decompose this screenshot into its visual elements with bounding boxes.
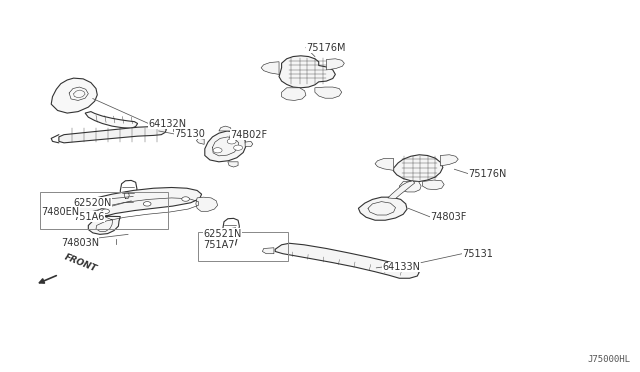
Text: 75131: 75131 xyxy=(462,249,493,259)
Polygon shape xyxy=(59,126,166,143)
Text: 62521N: 62521N xyxy=(204,229,242,238)
Circle shape xyxy=(143,202,151,206)
Text: 64132N: 64132N xyxy=(148,119,187,128)
Text: 74B02F: 74B02F xyxy=(230,130,268,140)
Polygon shape xyxy=(440,155,458,166)
Text: 751A7: 751A7 xyxy=(204,240,235,250)
Polygon shape xyxy=(422,180,444,190)
Polygon shape xyxy=(69,187,202,234)
Text: 64133N: 64133N xyxy=(382,262,420,272)
Polygon shape xyxy=(315,87,342,98)
Text: 74803F: 74803F xyxy=(430,212,467,222)
Polygon shape xyxy=(279,56,335,88)
Polygon shape xyxy=(245,141,253,147)
Polygon shape xyxy=(219,126,232,131)
Polygon shape xyxy=(196,138,204,144)
Polygon shape xyxy=(394,155,443,182)
Text: FRONT: FRONT xyxy=(63,252,98,273)
Text: 62520N: 62520N xyxy=(74,198,112,208)
Polygon shape xyxy=(85,112,138,128)
Polygon shape xyxy=(196,197,218,211)
Polygon shape xyxy=(399,182,421,192)
Text: J75000HL: J75000HL xyxy=(588,355,630,364)
Text: 75176N: 75176N xyxy=(468,169,507,179)
Circle shape xyxy=(227,139,236,144)
Text: 751A6: 751A6 xyxy=(74,212,105,221)
Polygon shape xyxy=(51,78,97,113)
Polygon shape xyxy=(120,180,137,210)
Polygon shape xyxy=(205,131,246,162)
Polygon shape xyxy=(358,197,407,220)
Circle shape xyxy=(182,197,189,201)
Polygon shape xyxy=(326,59,344,70)
Polygon shape xyxy=(275,243,419,278)
Text: 75176M: 75176M xyxy=(306,43,346,52)
Polygon shape xyxy=(388,181,415,199)
Circle shape xyxy=(213,148,222,153)
Polygon shape xyxy=(223,218,239,247)
Polygon shape xyxy=(375,158,394,170)
Circle shape xyxy=(234,145,243,150)
Polygon shape xyxy=(228,162,238,167)
Circle shape xyxy=(102,209,109,214)
Polygon shape xyxy=(262,248,274,254)
Polygon shape xyxy=(282,88,306,100)
Text: 74803N: 74803N xyxy=(61,238,99,247)
Text: 7480EN: 7480EN xyxy=(42,207,80,217)
Text: 75130: 75130 xyxy=(174,129,205,139)
Polygon shape xyxy=(261,62,279,74)
